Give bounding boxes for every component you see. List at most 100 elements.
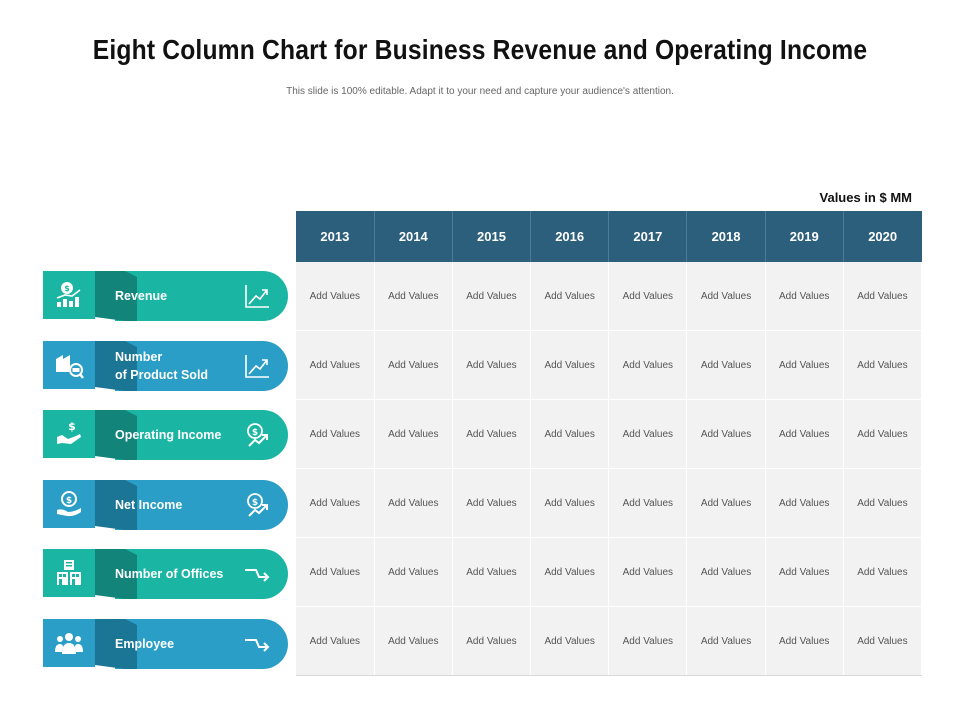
year-header-2017: 2017 [608, 211, 688, 262]
value-cell[interactable]: Add Values [608, 537, 688, 607]
value-cell[interactable]: Add Values [374, 468, 453, 538]
value-cell[interactable]: Add Values [296, 468, 375, 538]
table-row: Add Values Add Values Add Values Add Values… [296, 399, 923, 469]
row-icon-box: $ [43, 480, 95, 528]
value-cell[interactable]: Add Values [296, 262, 375, 331]
row-label-2: Number of Product Sold [43, 341, 288, 391]
value-cell[interactable]: Add Values [452, 262, 532, 331]
value-cell[interactable]: Add Values [374, 399, 453, 469]
value-cell[interactable]: Add Values [374, 262, 453, 331]
value-cell[interactable]: Add Values [296, 606, 375, 676]
value-cell[interactable]: Add Values [530, 262, 610, 331]
office-building-icon [54, 558, 84, 588]
value-cell[interactable]: Add Values [530, 468, 610, 538]
turn-arrow-icon [243, 560, 271, 588]
year-header-2013: 2013 [296, 211, 375, 262]
row-ribbon-band [115, 410, 288, 460]
units-label: Values in $ MM [819, 190, 912, 205]
row-ribbon-fold [95, 480, 137, 530]
value-cell[interactable]: Add Values [530, 330, 610, 400]
money-growth-icon: $ [54, 280, 84, 310]
year-header-2020: 2020 [843, 211, 922, 262]
value-cell[interactable]: Add Values [765, 606, 844, 676]
value-cell[interactable]: Add Values [686, 468, 766, 538]
value-cell[interactable]: Add Values [452, 330, 532, 400]
value-cell[interactable]: Add Values [452, 399, 532, 469]
svg-text:$: $ [64, 284, 70, 293]
line-chart-icon [243, 282, 271, 310]
turn-arrow-icon [243, 630, 271, 658]
value-cell[interactable]: Add Values [374, 330, 453, 400]
value-cell[interactable]: Add Values [608, 330, 688, 400]
value-cell[interactable]: Add Values [765, 468, 844, 538]
row-ribbon-band [115, 549, 288, 599]
row-ribbon-band [115, 619, 288, 669]
row-label-text: Number of Product Sold [115, 341, 245, 391]
values-table: 2013 2014 2015 2016 2017 2018 2019 2020 … [296, 211, 923, 676]
page-subtitle: This slide is 100% editable. Adapt it to… [286, 86, 674, 97]
row-label-line1: Operating Income [115, 428, 222, 442]
table-row: Add Values Add Values Add Values Add Values… [296, 262, 923, 331]
row-label-text: Net Income [115, 480, 245, 530]
value-cell[interactable]: Add Values [530, 606, 610, 676]
row-label-6: Employee [43, 619, 288, 669]
value-cell[interactable]: Add Values [530, 399, 610, 469]
row-label-line2: of Product Sold [115, 368, 209, 382]
value-cell[interactable]: Add Values [686, 399, 766, 469]
product-box-icon [54, 350, 84, 380]
row-ribbon-fold [95, 271, 137, 321]
value-cell[interactable]: Add Values [843, 399, 923, 469]
page-title: Eight Column Chart for Business Revenue … [92, 34, 868, 65]
value-cell[interactable]: Add Values [608, 468, 688, 538]
row-icon-box [43, 619, 95, 667]
line-chart-icon [243, 352, 271, 380]
value-cell[interactable]: Add Values [452, 606, 532, 676]
value-cell[interactable]: Add Values [374, 537, 453, 607]
value-cell[interactable]: Add Values [843, 606, 923, 676]
svg-text:$: $ [252, 498, 258, 508]
value-cell[interactable]: Add Values [765, 537, 844, 607]
value-cell[interactable]: Add Values [296, 399, 375, 469]
row-label-4: $ Net Income $ [43, 480, 288, 530]
value-cell[interactable]: Add Values [686, 262, 766, 331]
svg-text:$: $ [252, 428, 258, 438]
value-cell[interactable]: Add Values [608, 399, 688, 469]
row-icon-box: $ [43, 271, 95, 319]
value-cell[interactable]: Add Values [686, 606, 766, 676]
value-cell[interactable]: Add Values [530, 537, 610, 607]
value-cell[interactable]: Add Values [843, 262, 923, 331]
value-cell[interactable]: Add Values [843, 537, 923, 607]
year-header-2019: 2019 [765, 211, 844, 262]
value-cell[interactable]: Add Values [608, 262, 688, 331]
row-ribbon-fold [95, 549, 137, 599]
table-row: Add Values Add Values Add Values Add Values… [296, 468, 923, 538]
value-cell[interactable]: Add Values [296, 537, 375, 607]
coin-hand-icon: $ [54, 489, 84, 519]
value-cell[interactable]: Add Values [374, 606, 453, 676]
table-row: Add Values Add Values Add Values Add Values… [296, 606, 923, 676]
value-cell[interactable]: Add Values [608, 606, 688, 676]
value-cell[interactable]: Add Values [686, 330, 766, 400]
row-label-5: Number of Offices [43, 549, 288, 599]
value-cell[interactable]: Add Values [765, 399, 844, 469]
row-icon-box: $ [43, 410, 95, 458]
row-ribbon-fold [95, 410, 137, 460]
hand-dollar-icon: $ [54, 419, 84, 449]
value-cell[interactable]: Add Values [452, 468, 532, 538]
dollar-growth-icon: $ [243, 421, 271, 449]
value-cell[interactable]: Add Values [296, 330, 375, 400]
row-label-line1: Revenue [115, 289, 168, 303]
value-cell[interactable]: Add Values [686, 537, 766, 607]
row-label-text: Revenue [115, 271, 245, 321]
value-cell[interactable]: Add Values [843, 330, 923, 400]
row-label-3: $ Operating Income $ [43, 410, 288, 460]
value-cell[interactable]: Add Values [843, 468, 923, 538]
row-ribbon-band [115, 341, 288, 391]
row-label-line1: Net Income [115, 498, 183, 512]
value-cell[interactable]: Add Values [452, 537, 532, 607]
value-cell[interactable]: Add Values [765, 330, 844, 400]
row-icon-box [43, 549, 95, 597]
year-header-2018: 2018 [686, 211, 766, 262]
value-cell[interactable]: Add Values [765, 262, 844, 331]
row-ribbon-fold [95, 619, 137, 669]
